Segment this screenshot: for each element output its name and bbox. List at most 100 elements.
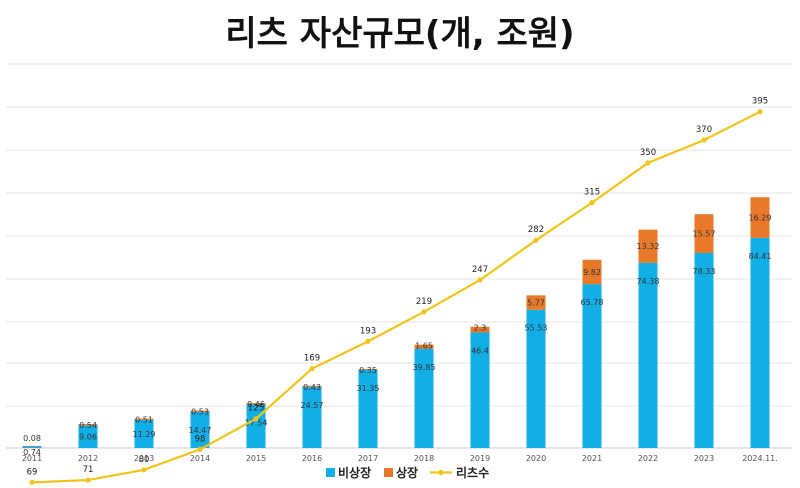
line-label: 125 <box>248 404 264 414</box>
legend: 비상장 상장 리츠수 <box>326 465 489 480</box>
x-tick-label: 2013 <box>134 454 154 463</box>
line-point <box>645 160 651 166</box>
bar-label-listed: 0.53 <box>191 408 209 417</box>
x-tick-label: 2011 <box>22 454 42 463</box>
line-point <box>253 416 259 422</box>
legend-swatch <box>384 468 393 477</box>
bar-unlisted <box>638 262 658 448</box>
series-line: 69 71 80 98 125 169 193 219 247 282 315 350 370 395 <box>27 97 768 485</box>
legend-swatch-point <box>438 469 444 476</box>
legend-label: 비상장 <box>338 465 371 480</box>
chart-title: 리츠 자산규모(개, 조원) <box>225 14 575 54</box>
x-tick-label: 2016 <box>302 454 322 463</box>
bar-label-listed: 0.46 <box>247 400 265 409</box>
bar-unlisted <box>78 425 98 448</box>
line-label: 370 <box>696 125 712 135</box>
bar-listed <box>22 445 42 447</box>
bar-listed <box>470 326 490 333</box>
x-tick-label: 2015 <box>246 454 266 463</box>
bar-listed <box>134 418 154 420</box>
bar-listed <box>414 344 434 349</box>
bar-listed <box>302 385 322 387</box>
bar-listed <box>78 424 98 426</box>
bar-label-listed: 1.65 <box>415 342 433 351</box>
bar-label-listed: 16.29 <box>749 214 772 223</box>
bar-label-unlisted: 55.53 <box>525 324 548 333</box>
x-tick-label: 2021 <box>582 454 602 463</box>
bar-listed <box>246 403 266 405</box>
line-label: 80 <box>139 455 150 465</box>
x-tick-label: 2023 <box>694 454 714 463</box>
line-label: 98 <box>195 434 206 444</box>
x-tick-label: 2012 <box>78 454 98 463</box>
bar-unlisted <box>190 411 210 448</box>
bar-label-listed: 0.43 <box>303 383 321 392</box>
bar-unlisted <box>526 309 546 448</box>
bar-label-unlisted: 14.47 <box>189 426 212 435</box>
bar-listed <box>190 410 210 412</box>
x-tick-label: 2014 <box>190 454 210 463</box>
bar-unlisted <box>358 369 378 448</box>
bar-listed <box>694 214 714 253</box>
bar-label-unlisted: 78.33 <box>693 267 716 276</box>
bar-label-unlisted: 84.41 <box>749 252 772 261</box>
bar-label-unlisted: 46.4 <box>471 346 489 355</box>
line-point <box>421 309 427 315</box>
legend-swatch <box>326 468 335 477</box>
line-point <box>309 366 315 372</box>
x-tick-label: 2024.11. <box>742 454 778 463</box>
bar-listed <box>582 259 602 285</box>
line-point <box>701 137 707 143</box>
bar-unlisted <box>134 419 154 448</box>
bar-label-listed: 0.51 <box>135 416 153 425</box>
bar-label-unlisted: 65.78 <box>581 298 604 307</box>
line-point <box>365 338 371 344</box>
line-label: 193 <box>360 326 376 336</box>
line-point <box>197 446 203 452</box>
bar-unlisted <box>750 237 770 448</box>
bar-label-unlisted: 17.54 <box>245 418 268 427</box>
x-axis-ticks: 2011 2012 2013 2014 2015 2016 2017 2018 2019 2020… <box>22 454 778 463</box>
bar-unlisted <box>694 252 714 448</box>
line-label: 71 <box>83 465 94 475</box>
bar-label-unlisted: 74.38 <box>637 277 660 286</box>
bar-unlisted <box>470 332 490 448</box>
line-point <box>29 479 35 485</box>
line-label: 169 <box>304 354 320 364</box>
line-point <box>141 467 147 473</box>
line-point <box>85 477 91 483</box>
bar-label-listed: 15.57 <box>693 230 716 239</box>
line-point <box>533 237 539 243</box>
bar-label-listed: 0.54 <box>79 421 97 430</box>
bar-label-listed: 13.32 <box>637 242 660 251</box>
bar-listed <box>638 229 658 263</box>
bar-unlisted <box>582 284 602 448</box>
bar-unlisted <box>302 386 322 448</box>
bar-label-listed: 0.35 <box>359 366 377 375</box>
gridlines <box>6 63 792 449</box>
bar-unlisted <box>414 348 434 448</box>
x-tick-label: 2018 <box>414 454 434 463</box>
bar-label-unlisted: 31.35 <box>357 384 380 393</box>
bar-label-unlisted: 39.85 <box>413 363 436 372</box>
line-point <box>477 277 483 283</box>
x-tick-label: 2022 <box>638 454 658 463</box>
line-point <box>757 109 763 115</box>
bar-label-listed: 9.82 <box>583 268 601 277</box>
legend-label: 상장 <box>396 465 418 480</box>
legend-label: 리츠수 <box>456 465 489 480</box>
bar-label-unlisted: 9.06 <box>79 433 97 442</box>
bar-listed <box>750 197 770 238</box>
bar-listed <box>358 369 378 370</box>
line-label: 395 <box>752 97 768 107</box>
bar-labels: 0.74 0.08 9.06 0.54 11.29 0.51 14.47 0.53 17.54 0… <box>23 214 771 457</box>
line-point <box>589 200 595 206</box>
x-tick-label: 2019 <box>470 454 490 463</box>
bar-label-listed: 0.08 <box>23 434 41 443</box>
bar-unlisted <box>22 446 42 448</box>
x-tick-label: 2017 <box>358 454 378 463</box>
bar-label-listed: 2.3 <box>474 324 487 333</box>
bar-label-unlisted: 0.74 <box>23 448 41 457</box>
